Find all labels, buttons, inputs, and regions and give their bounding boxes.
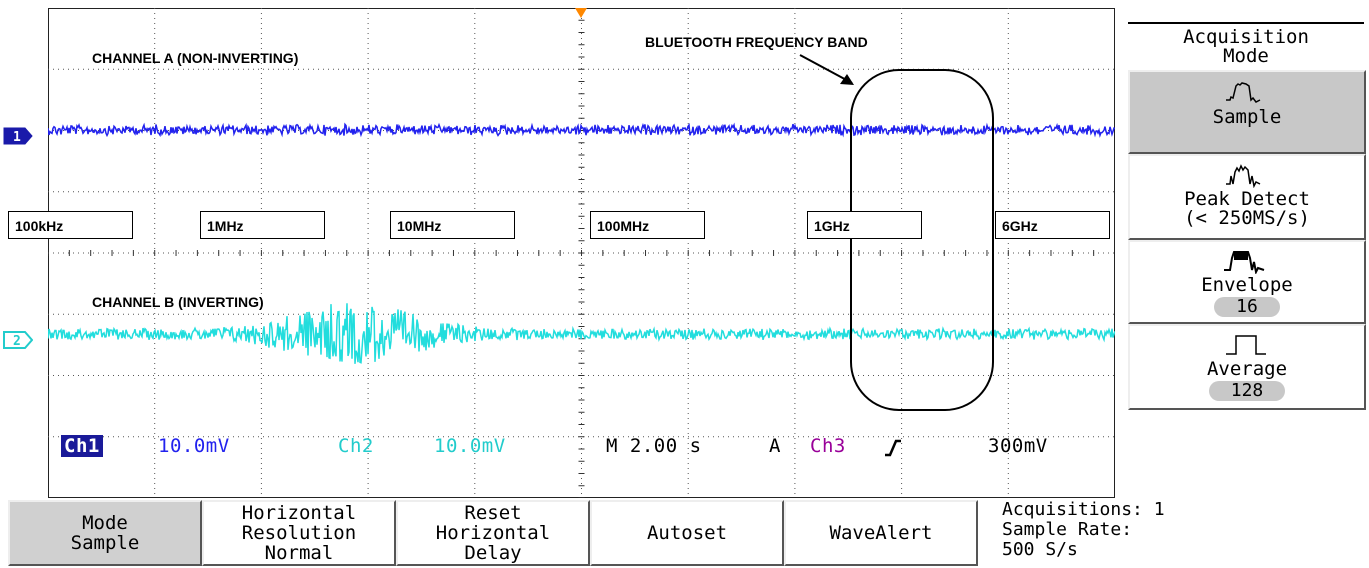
- peak-detect-rate: (< 250MS/s): [1184, 207, 1310, 229]
- acquisition-status: Acquisitions: 1 Sample Rate: 500 S/s: [1002, 500, 1165, 560]
- reset-line3: Delay: [464, 542, 522, 564]
- hres-line1: Horizontal: [241, 502, 357, 524]
- menu-title-line2: Mode: [1223, 45, 1269, 67]
- horizontal-resolution-button[interactable]: Horizontal Resolution Normal: [202, 500, 396, 566]
- sample-mode-button[interactable]: Sample: [1128, 70, 1366, 154]
- sample-waveform-icon: [1226, 82, 1261, 103]
- envelope-label: Envelope: [1201, 274, 1293, 296]
- average-label: Average: [1206, 358, 1288, 380]
- average-button[interactable]: Average 128: [1128, 324, 1366, 410]
- ch1-readout-label: Ch1: [61, 435, 103, 457]
- bluetooth-arrowhead: [840, 74, 854, 85]
- freq-label-1ghz: 1GHz: [807, 211, 922, 239]
- envelope-count: 16: [1214, 297, 1280, 317]
- ch1-scale: 10.0mV: [158, 435, 230, 457]
- svg-text:1: 1: [13, 130, 21, 145]
- autoset-button[interactable]: Autoset: [590, 500, 784, 566]
- graticule-grid: [48, 8, 1115, 498]
- average-count: 128: [1208, 381, 1286, 401]
- reset-horizontal-delay-button[interactable]: Reset Horizontal Delay: [396, 500, 590, 566]
- freq-label-1mhz: 1MHz: [200, 211, 325, 239]
- peak-detect-icon: [1226, 164, 1261, 188]
- ch1-marker[interactable]: 1: [3, 127, 33, 145]
- mode-label: Mode: [82, 512, 128, 534]
- ch2-readout-label: Ch2: [338, 435, 374, 457]
- bluetooth-band-outline: [850, 69, 994, 411]
- reset-line2: Horizontal: [435, 522, 551, 544]
- reset-line1: Reset: [464, 502, 522, 524]
- channel-b-waveform: [48, 303, 1115, 364]
- ch2-marker[interactable]: 2: [3, 331, 33, 349]
- wavealert-label: WaveAlert: [829, 522, 933, 544]
- sample-rate-value: 500 S/s: [1002, 539, 1078, 560]
- waveform-display: [48, 8, 1115, 498]
- sample-rate-label: Sample Rate:: [1002, 519, 1133, 540]
- envelope-button[interactable]: Envelope 16: [1128, 240, 1366, 324]
- sample-label: Sample: [1212, 106, 1282, 128]
- rising-edge-icon: [885, 439, 901, 457]
- channel-b-label: CHANNEL B (INVERTING): [92, 294, 264, 310]
- acquisition-mode-menu-title: Acquisition Mode: [1128, 22, 1364, 66]
- trigger-mode: A: [769, 435, 781, 457]
- svg-text:2: 2: [13, 334, 21, 349]
- freq-label-6ghz: 6GHz: [995, 211, 1110, 239]
- trigger-source: Ch3: [810, 435, 846, 457]
- scope-screen: CHANNEL A (NON-INVERTING) BLUETOOTH FREQ…: [48, 8, 1115, 498]
- freq-label-100mhz: 100MHz: [590, 211, 705, 239]
- hres-value: Normal: [264, 542, 334, 564]
- ch2-scale: 10.0mV: [434, 435, 506, 457]
- envelope-icon: [1224, 251, 1265, 274]
- channel-a-waveform: [48, 122, 1115, 138]
- trigger-position-marker: [575, 8, 587, 18]
- peak-detect-label: Peak Detect: [1184, 188, 1310, 210]
- peak-detect-button[interactable]: Peak Detect (< 250MS/s): [1128, 154, 1366, 240]
- freq-label-10mhz: 10MHz: [390, 211, 515, 239]
- mode-sample-button[interactable]: Mode Sample: [8, 500, 202, 566]
- timebase-readout: M 2.00 s: [606, 435, 702, 457]
- bluetooth-band-label: BLUETOOTH FREQUENCY BAND: [645, 34, 868, 50]
- acquisitions-count: Acquisitions: 1: [1002, 499, 1165, 520]
- bluetooth-arrow: [799, 54, 853, 84]
- trigger-level: 300mV: [988, 435, 1048, 457]
- freq-label-100khz: 100kHz: [8, 211, 133, 239]
- autoset-label: Autoset: [646, 522, 728, 544]
- average-pulse-icon: [1226, 335, 1266, 355]
- hres-line2: Resolution: [241, 522, 357, 544]
- wavealert-button[interactable]: WaveAlert: [784, 500, 978, 566]
- mode-value: Sample: [70, 532, 140, 554]
- menu-title-line1: Acquisition: [1183, 26, 1309, 48]
- channel-a-label: CHANNEL A (NON-INVERTING): [92, 50, 299, 66]
